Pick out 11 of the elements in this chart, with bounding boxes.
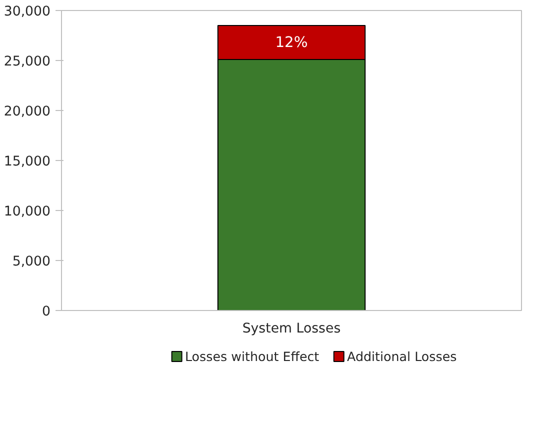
y-tick-label: 5,000 — [12, 254, 50, 270]
y-tick-label: 25,000 — [4, 54, 51, 70]
y-tick-label: 0 — [42, 304, 51, 320]
y-tick-label: 10,000 — [4, 204, 51, 220]
annotation: 12% — [275, 34, 308, 51]
legend-label: Additional Losses — [347, 349, 457, 364]
y-tick-label: 20,000 — [4, 104, 51, 120]
legend-label: Losses without Effect — [184, 349, 320, 364]
y-tick-label: 30,000 — [4, 4, 51, 20]
x-tick-label: System Losses — [242, 322, 341, 336]
y-tick-label: 15,000 — [4, 154, 51, 170]
